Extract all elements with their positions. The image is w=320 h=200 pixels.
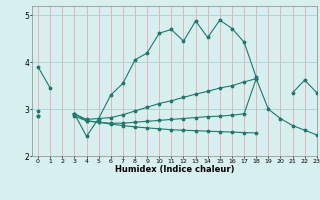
X-axis label: Humidex (Indice chaleur): Humidex (Indice chaleur): [115, 165, 234, 174]
